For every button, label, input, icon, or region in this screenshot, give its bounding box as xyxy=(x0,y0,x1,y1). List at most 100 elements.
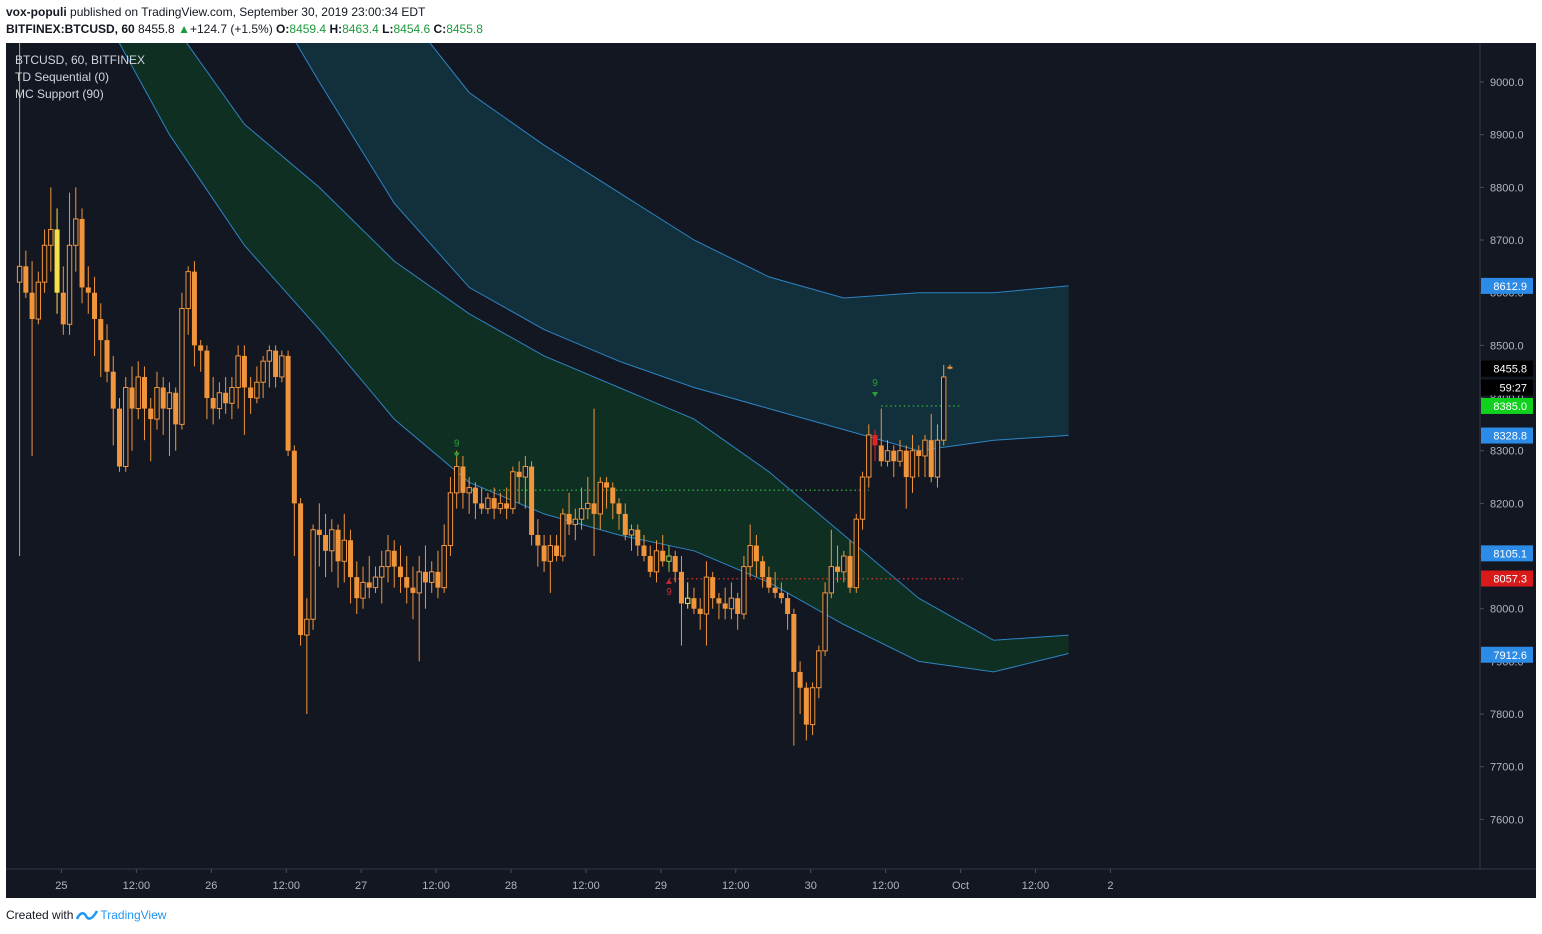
candle xyxy=(666,545,672,572)
candle-body-up xyxy=(841,555,847,573)
candle xyxy=(884,440,891,467)
price-chart[interactable]: 999 7600.07700.07800.07900.08000.08100.0… xyxy=(6,43,1536,898)
candle-body-up xyxy=(16,265,23,283)
candle xyxy=(410,566,416,620)
candle xyxy=(797,661,803,715)
candle xyxy=(510,466,516,514)
candle xyxy=(360,566,366,609)
candle-body-down xyxy=(785,598,791,614)
candle xyxy=(117,398,123,472)
time-tick-label: Oct xyxy=(952,880,969,892)
candle xyxy=(566,492,572,535)
candle-body-up xyxy=(934,439,941,478)
price-label-bg xyxy=(1481,379,1533,396)
candle xyxy=(554,534,560,562)
candle-body-up xyxy=(884,450,891,462)
candle xyxy=(160,376,166,435)
change-value: +124.7 (+1.5%) xyxy=(189,22,273,36)
candle-body-down xyxy=(847,556,853,588)
high-value: 8463.4 xyxy=(342,22,379,36)
candle xyxy=(572,508,579,541)
candle xyxy=(260,355,266,399)
candle xyxy=(173,387,179,451)
tradingview-logo-icon xyxy=(76,910,99,920)
candle-body-down xyxy=(716,598,722,604)
price-label: 8612.9 xyxy=(1481,277,1533,294)
candle-body-down xyxy=(110,371,116,409)
author-name[interactable]: vox-populi xyxy=(6,5,67,19)
candle xyxy=(279,350,285,383)
candle xyxy=(522,455,529,509)
candle-body-up xyxy=(304,618,310,636)
candle-body-down xyxy=(928,440,934,478)
candle xyxy=(735,592,741,630)
candle xyxy=(291,445,297,557)
candle xyxy=(728,582,735,620)
candle xyxy=(934,424,941,488)
candle xyxy=(129,366,135,451)
candle-body-down xyxy=(903,450,909,478)
candle xyxy=(541,534,547,572)
candle-body-down xyxy=(191,271,197,346)
candle xyxy=(354,561,360,614)
candle-body-down xyxy=(835,566,841,572)
candle xyxy=(79,208,85,304)
candle xyxy=(803,682,809,741)
candle-body-down xyxy=(366,582,372,588)
candle xyxy=(429,561,435,593)
candle xyxy=(329,519,335,572)
candle-body-down xyxy=(479,503,485,509)
price-label-bg xyxy=(1481,397,1533,414)
candle xyxy=(660,534,666,567)
candle xyxy=(179,292,185,430)
time-axis[interactable]: 25 12:00 26 12:00 27 12:00 28 12:00 29 12:00 30 12:… xyxy=(55,869,1113,892)
lower-band-fill xyxy=(119,43,1069,672)
candle-body-down xyxy=(772,587,778,593)
candle-body-up xyxy=(66,244,73,325)
candle xyxy=(859,471,866,530)
candle-body-up xyxy=(572,518,579,525)
candle-body-down xyxy=(635,529,641,546)
candle xyxy=(697,598,703,630)
legend-symbol[interactable]: BTCUSD, 60, BITFINEX xyxy=(15,53,145,67)
candle xyxy=(66,192,73,335)
candle xyxy=(516,461,522,504)
td-sequential-marks: 9 9 9 xyxy=(453,378,878,598)
candle xyxy=(604,477,610,509)
candle-body-up xyxy=(447,492,454,547)
candle xyxy=(385,534,391,583)
tradingview-brand[interactable]: TradingView xyxy=(100,908,167,922)
td-arrow-down-icon xyxy=(453,452,460,458)
candle xyxy=(916,445,922,478)
candle-body-down xyxy=(397,566,403,578)
legend-td-sequential[interactable]: TD Sequential (0) xyxy=(15,70,109,84)
price-label-text: 8105.1 xyxy=(1493,548,1527,560)
candle xyxy=(316,503,322,567)
candle-body-down xyxy=(241,355,247,388)
candle xyxy=(254,366,260,404)
candle-body-down xyxy=(566,513,572,525)
candle xyxy=(235,345,241,409)
candle xyxy=(248,376,254,414)
candle xyxy=(48,187,54,272)
candle-body-up xyxy=(329,529,335,552)
candle xyxy=(710,571,716,609)
candle-body-up xyxy=(653,550,660,573)
candle-body-down xyxy=(760,561,766,578)
candle-body-up xyxy=(728,597,735,610)
candle-body-down xyxy=(778,592,784,599)
candle-body-up xyxy=(485,497,491,510)
candle-body-down xyxy=(616,503,622,514)
candle xyxy=(591,408,597,557)
candle-body-down xyxy=(92,292,98,320)
legend-mc-support[interactable]: MC Support (90) xyxy=(15,87,104,101)
candle xyxy=(447,477,454,557)
candle xyxy=(298,498,304,646)
candle xyxy=(809,682,816,736)
candle-body-down xyxy=(104,340,110,372)
candle xyxy=(529,461,535,546)
candle-body-down xyxy=(148,408,154,420)
time-tick-label: 12:00 xyxy=(272,880,300,892)
price-label-bg xyxy=(1481,570,1533,587)
candle xyxy=(872,429,878,462)
